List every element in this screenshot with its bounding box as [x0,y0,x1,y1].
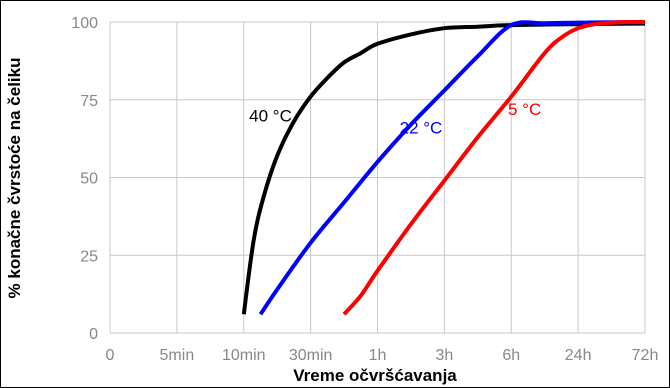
x-tick-labels: 0 5min 10min 30min 1h 3h 6h 24h 72h [106,347,659,364]
x-tick-label: 0 [106,347,115,364]
x-tick-label: 72h [632,347,659,364]
y-tick-label: 75 [80,93,98,110]
x-tick-label: 10min [222,347,266,364]
series-label-2: 5 °C [508,100,541,119]
y-tick-label: 25 [80,248,98,265]
x-tick-label: 24h [565,347,592,364]
series-line-2 [342,19,646,316]
x-tick-label: 5min [160,347,195,364]
y-tick-label: 100 [71,15,98,32]
x-tick-label: 6h [502,347,520,364]
series-label-1: 22 °C [400,119,443,138]
series-lines [241,19,646,316]
series-labels: 40 °C 22 °C 5 °C [249,100,541,138]
y-tick-labels: 0 25 50 75 100 [71,15,98,343]
series-label-0: 40 °C [249,106,292,125]
y-tick-label: 50 [80,171,98,188]
y-tick-label: 0 [89,326,98,343]
x-tick-label: 30min [289,347,333,364]
series-line-0 [241,21,646,315]
y-axis-title: % konačne čvrstoće na čeliku [5,58,24,299]
x-axis-title: Vreme očvršćavanja [293,366,457,385]
x-tick-label: 1h [369,347,387,364]
x-tick-label: 3h [435,347,453,364]
grid [109,21,646,334]
series-line-1 [258,20,646,316]
